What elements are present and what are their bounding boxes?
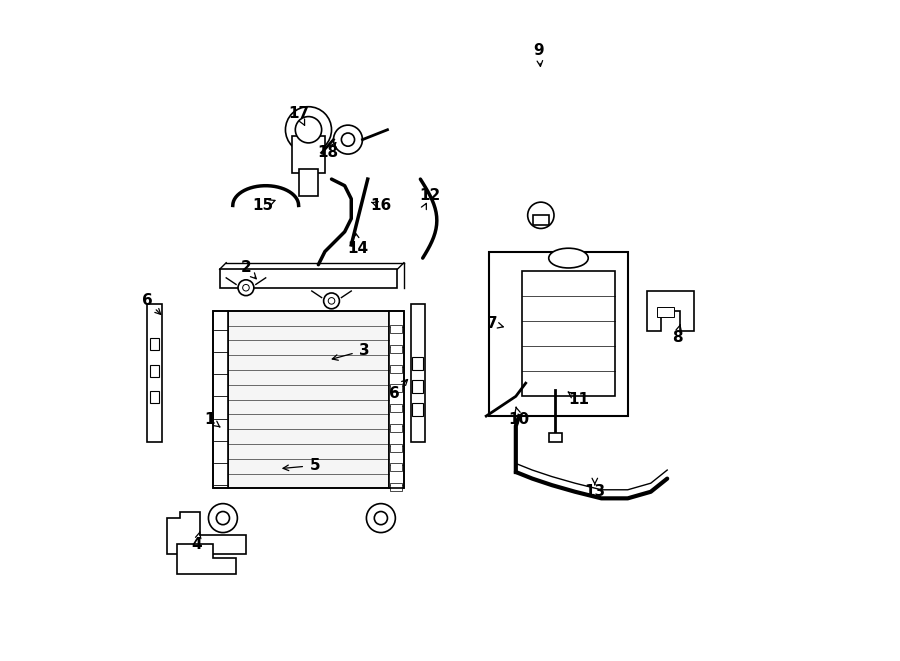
- Circle shape: [285, 106, 331, 153]
- Bar: [292, 136, 325, 173]
- Bar: [390, 365, 402, 373]
- Bar: [522, 271, 615, 397]
- Bar: [390, 345, 402, 353]
- Text: 17: 17: [288, 106, 310, 121]
- Bar: [390, 483, 402, 491]
- Bar: [220, 269, 397, 288]
- Text: 14: 14: [347, 241, 368, 256]
- Bar: [412, 357, 423, 370]
- Text: 9: 9: [534, 43, 544, 58]
- Circle shape: [243, 284, 249, 291]
- Bar: [410, 304, 425, 442]
- Text: 6: 6: [142, 293, 153, 309]
- Text: 4: 4: [192, 537, 202, 552]
- Text: 6: 6: [389, 385, 400, 401]
- Text: 1: 1: [204, 412, 215, 427]
- Bar: [657, 307, 674, 317]
- Text: 3: 3: [359, 343, 370, 358]
- Text: 16: 16: [370, 198, 392, 213]
- Bar: [412, 380, 423, 393]
- Polygon shape: [176, 545, 236, 574]
- Text: 7: 7: [488, 317, 498, 331]
- Bar: [390, 325, 402, 333]
- Circle shape: [374, 512, 388, 525]
- Text: 11: 11: [568, 392, 589, 407]
- Text: 10: 10: [508, 412, 530, 427]
- Bar: [213, 311, 228, 488]
- Bar: [390, 444, 402, 451]
- Circle shape: [334, 125, 363, 154]
- Circle shape: [216, 512, 230, 525]
- Ellipse shape: [549, 249, 589, 268]
- Bar: [390, 385, 402, 393]
- Bar: [549, 432, 562, 442]
- Circle shape: [324, 293, 339, 309]
- Bar: [228, 311, 390, 488]
- Bar: [150, 391, 159, 403]
- Bar: [150, 365, 159, 377]
- Text: 13: 13: [584, 485, 606, 499]
- Text: 15: 15: [252, 198, 273, 213]
- Bar: [390, 311, 404, 488]
- Text: 5: 5: [310, 458, 320, 473]
- Bar: [148, 304, 162, 442]
- Bar: [150, 338, 159, 350]
- Circle shape: [328, 297, 335, 304]
- Polygon shape: [167, 512, 246, 555]
- Text: 2: 2: [240, 260, 251, 276]
- Text: 18: 18: [318, 145, 338, 160]
- Bar: [390, 405, 402, 412]
- Bar: [490, 252, 627, 416]
- Circle shape: [238, 280, 254, 295]
- Circle shape: [295, 116, 321, 143]
- Bar: [390, 463, 402, 471]
- Circle shape: [209, 504, 238, 533]
- Bar: [533, 215, 549, 225]
- Text: 8: 8: [671, 330, 682, 344]
- Circle shape: [341, 133, 355, 146]
- Bar: [390, 424, 402, 432]
- Polygon shape: [647, 291, 694, 330]
- Text: 12: 12: [419, 188, 441, 203]
- Circle shape: [366, 504, 395, 533]
- Bar: [213, 311, 404, 488]
- Bar: [299, 169, 319, 196]
- Circle shape: [527, 202, 554, 229]
- Bar: [412, 403, 423, 416]
